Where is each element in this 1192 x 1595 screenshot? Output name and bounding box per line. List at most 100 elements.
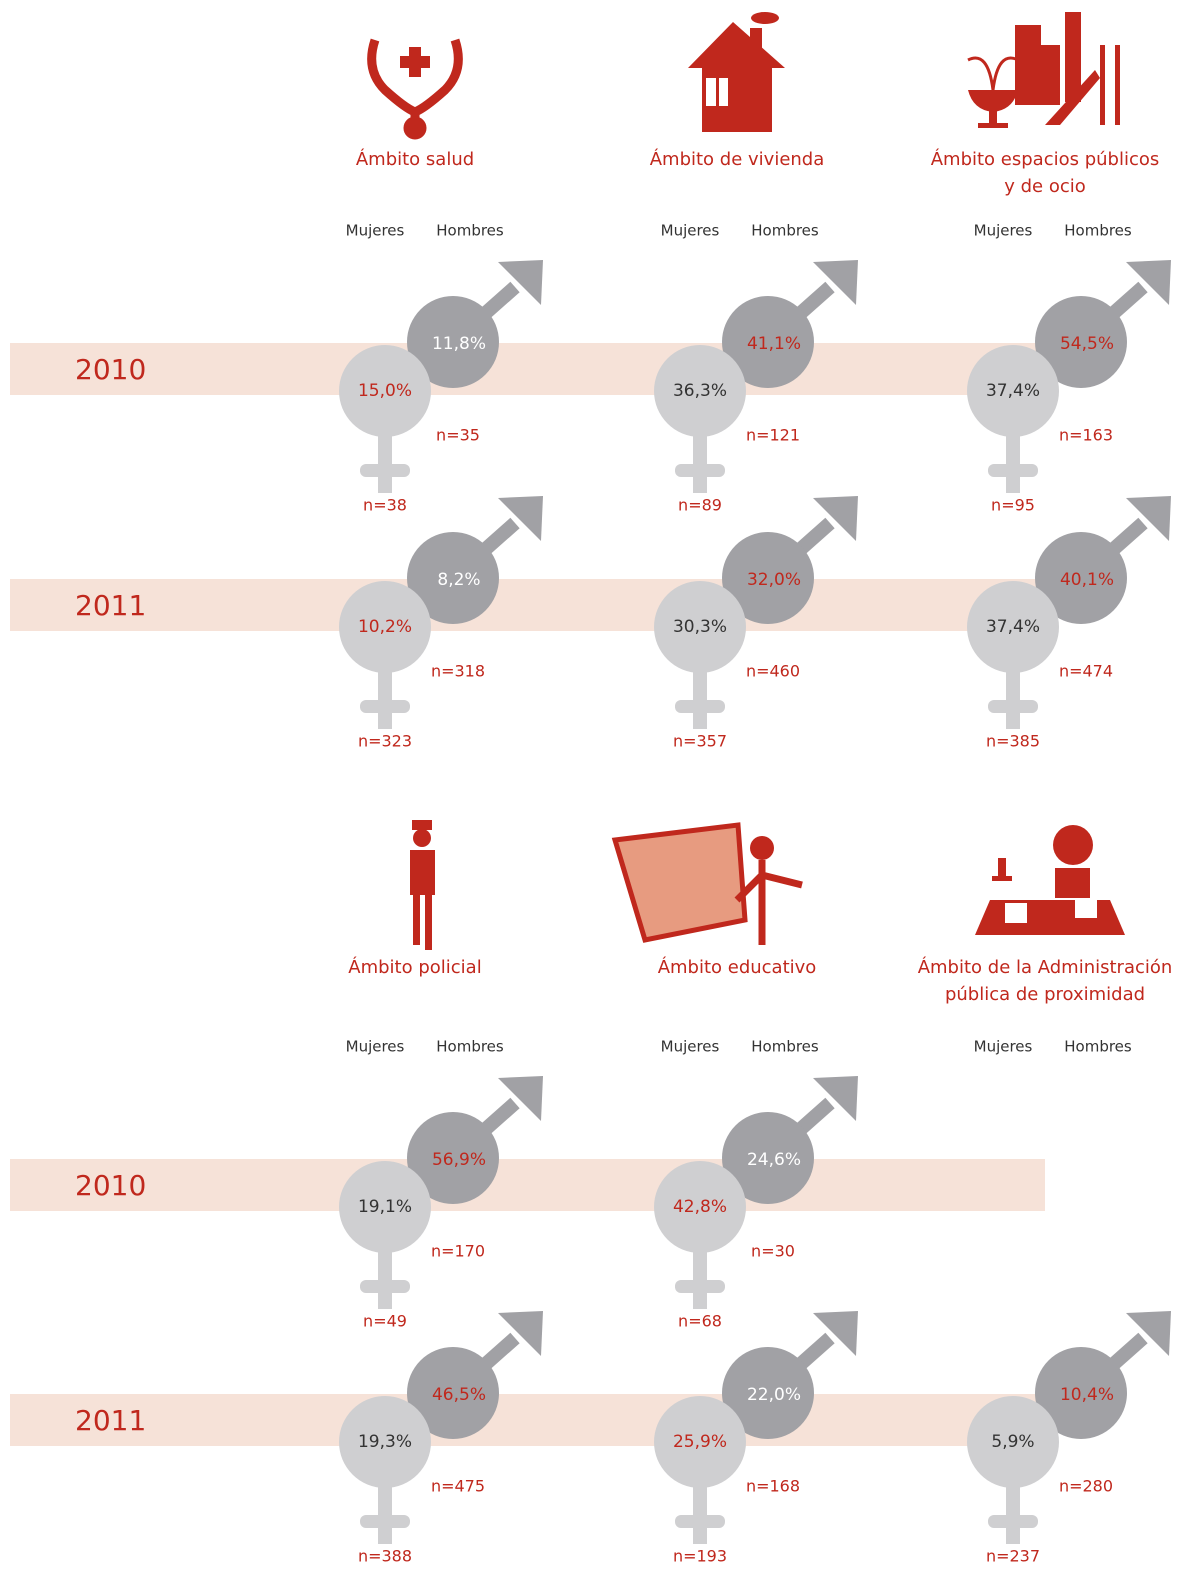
men-n: n=475	[431, 1477, 485, 1496]
female-cross	[988, 1515, 1038, 1528]
year: 2011	[75, 589, 146, 622]
icon-health	[372, 40, 459, 135]
women-n: n=193	[673, 1547, 727, 1566]
legend-women: Mujeres	[974, 222, 1033, 240]
men-n: n=474	[1059, 662, 1113, 681]
women-percent: 5,9%	[991, 1432, 1034, 1452]
men-n: n=460	[746, 662, 800, 681]
men-n: n=35	[436, 426, 480, 445]
men-n: n=280	[1059, 1477, 1113, 1496]
women-n: n=68	[678, 1312, 722, 1331]
female-stem	[1006, 431, 1020, 493]
women-n: n=323	[358, 732, 412, 751]
men-n: n=318	[431, 662, 485, 681]
women-percent: 37,4%	[986, 617, 1040, 637]
men-percent: 32,0%	[747, 570, 801, 590]
icon-education	[615, 825, 802, 945]
female-stem	[378, 431, 392, 493]
area-title: pública de proximidad	[945, 984, 1145, 1005]
men-n: n=168	[746, 1477, 800, 1496]
area-title: Ámbito educativo	[658, 956, 817, 978]
women-percent: 42,8%	[673, 1197, 727, 1217]
women-n: n=38	[363, 496, 407, 515]
icon-administration	[975, 825, 1125, 935]
female-stem	[378, 667, 392, 729]
female-stem	[693, 1247, 707, 1309]
women-percent: 15,0%	[358, 381, 412, 401]
women-percent: 19,1%	[358, 1197, 412, 1217]
female-cross	[988, 464, 1038, 477]
female-cross	[988, 700, 1038, 713]
legend-men: Hombres	[751, 222, 819, 240]
legend-women: Mujeres	[346, 222, 405, 240]
legend-women: Mujeres	[346, 1038, 405, 1056]
female-stem	[693, 667, 707, 729]
legend-men: Hombres	[436, 222, 504, 240]
men-n: n=170	[431, 1242, 485, 1261]
legend-men: Hombres	[751, 1038, 819, 1056]
women-n: n=388	[358, 1547, 412, 1566]
women-n: n=89	[678, 496, 722, 515]
area-title: Ámbito policial	[348, 956, 481, 978]
women-n: n=49	[363, 1312, 407, 1331]
men-percent: 22,0%	[747, 1385, 801, 1405]
year-band	[10, 343, 1045, 395]
female-cross	[675, 1515, 725, 1528]
icon-public-spaces	[968, 12, 1120, 128]
women-percent: 30,3%	[673, 617, 727, 637]
year: 2010	[75, 1169, 146, 1202]
female-cross	[360, 1515, 410, 1528]
men-percent: 56,9%	[432, 1150, 486, 1170]
women-percent: 37,4%	[986, 381, 1040, 401]
women-n: n=237	[986, 1547, 1040, 1566]
year-band	[10, 1159, 1045, 1211]
female-cross	[675, 700, 725, 713]
legend-men: Hombres	[436, 1038, 504, 1056]
female-cross	[360, 464, 410, 477]
female-cross	[360, 1280, 410, 1293]
women-n: n=95	[991, 496, 1035, 515]
year: 2010	[75, 353, 146, 386]
women-percent: 25,9%	[673, 1432, 727, 1452]
female-cross	[675, 1280, 725, 1293]
female-cross	[675, 464, 725, 477]
female-stem	[378, 1482, 392, 1544]
female-stem	[1006, 667, 1020, 729]
legend-men: Hombres	[1064, 1038, 1132, 1056]
men-percent: 10,4%	[1060, 1385, 1114, 1405]
female-cross	[360, 700, 410, 713]
female-stem	[378, 1247, 392, 1309]
female-stem	[693, 431, 707, 493]
female-stem	[693, 1482, 707, 1544]
men-percent: 24,6%	[747, 1150, 801, 1170]
men-percent: 41,1%	[747, 334, 801, 354]
men-percent: 8,2%	[437, 570, 480, 590]
area-title: Ámbito de la Administración	[918, 956, 1173, 978]
page: Ámbito salud Mujeres Hombres Ámbito de vivi…	[0, 0, 1192, 1595]
icon-housing	[688, 12, 785, 132]
men-n: n=121	[746, 426, 800, 445]
area-title: Ámbito salud	[356, 148, 474, 170]
legend-women: Mujeres	[661, 222, 720, 240]
men-percent: 54,5%	[1060, 334, 1114, 354]
men-n: n=163	[1059, 426, 1113, 445]
year: 2011	[75, 1404, 146, 1437]
legend-men: Hombres	[1064, 222, 1132, 240]
men-percent: 40,1%	[1060, 570, 1114, 590]
women-percent: 36,3%	[673, 381, 727, 401]
area-title: Ámbito de vivienda	[650, 148, 825, 170]
legend-women: Mujeres	[974, 1038, 1033, 1056]
area-title: y de ocio	[1004, 176, 1086, 197]
men-percent: 46,5%	[432, 1385, 486, 1405]
legend-women: Mujeres	[661, 1038, 720, 1056]
women-percent: 19,3%	[358, 1432, 412, 1452]
year-band	[10, 579, 1045, 631]
women-percent: 10,2%	[358, 617, 412, 637]
infographic: Ámbito salud Mujeres Hombres Ámbito de vivi…	[0, 0, 1192, 1595]
icon-police	[410, 820, 435, 950]
men-percent: 11,8%	[432, 334, 486, 354]
women-n: n=357	[673, 732, 727, 751]
area-title: Ámbito espacios públicos	[931, 148, 1160, 170]
men-n: n=30	[751, 1242, 795, 1261]
women-n: n=385	[986, 732, 1040, 751]
